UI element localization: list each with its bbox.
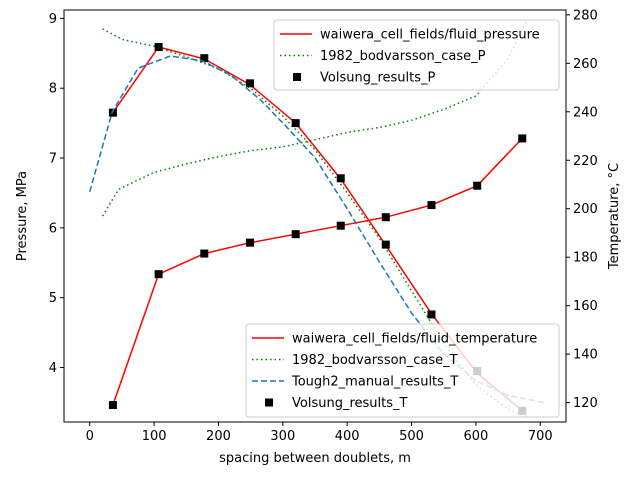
series-line-t_waiwera — [112, 137, 523, 406]
y-right-tick-label: 140 — [573, 348, 598, 363]
data-point-p_volsung-1 — [154, 43, 163, 52]
data-point-t_volsung-8 — [473, 181, 482, 190]
y-right-tick-label: 180 — [573, 251, 598, 266]
y-left-tick-label: 4 — [49, 361, 57, 376]
data-point-p_volsung-2 — [200, 54, 209, 63]
legend-lower-right: waiwera_cell_fields/fluid_temperature 198… — [245, 323, 560, 418]
data-point-p_volsung-7 — [427, 310, 436, 319]
data-point-p_volsung-0 — [108, 108, 117, 117]
data-point-t_volsung-2 — [200, 249, 209, 258]
y-right-tick-label: 220 — [573, 154, 598, 169]
x-axis-label: spacing between doublets, m — [219, 451, 411, 466]
y-right-tick-label: 240 — [573, 105, 598, 120]
y-axis-right-label: Temperature, °C — [607, 163, 622, 270]
y-axis-left-label: Pressure, MPa — [15, 171, 30, 261]
data-point-t_volsung-0 — [108, 401, 117, 410]
y-left-tick-label: 5 — [49, 291, 57, 306]
legend-upper-right: waiwera_cell_fields/fluid_pressure 1982_b… — [273, 19, 560, 91]
y-left-tick-label: 8 — [49, 82, 57, 97]
legend-handle-t_volsung — [265, 398, 273, 407]
y-left-tick-label: 7 — [49, 152, 57, 167]
x-tick-label: 700 — [528, 429, 553, 444]
axes-group: 0 100 200 300 400 500 600 700 4 5 6 7 8 9 120 140 160 180… — [49, 8, 598, 444]
x-tick-label: 300 — [270, 429, 295, 444]
data-point-t_volsung-3 — [245, 238, 254, 247]
legend-label-p_waiwera: waiwera_cell_fields/fluid_pressure — [320, 28, 540, 43]
legend-label-t_waiwera: waiwera_cell_fields/fluid_temperature — [292, 332, 537, 347]
x-tick-label: 400 — [335, 429, 360, 444]
legend-box — [273, 19, 560, 91]
data-point-p_volsung-5 — [336, 174, 345, 183]
legend-label-t_volsung: Volsung_results_T — [292, 396, 408, 411]
data-point-t_volsung-9 — [518, 134, 527, 143]
data-point-t_volsung-4 — [291, 230, 300, 239]
legend-label-t_tough2: Tough2_manual_results_T — [291, 375, 458, 390]
y-right-tick-label: 260 — [573, 57, 598, 72]
legends-group: waiwera_cell_fields/fluid_pressure 1982_b… — [245, 19, 560, 418]
plot-frame — [63, 9, 567, 423]
x-tick-label: 600 — [463, 429, 488, 444]
y-right-tick-label: 120 — [573, 396, 598, 411]
data-point-t_volsung-1 — [154, 270, 163, 279]
x-tick-label: 0 — [86, 429, 94, 444]
data-point-p_volsung-6 — [381, 240, 390, 249]
y-right-tick-label: 160 — [573, 299, 598, 314]
legend-label-p_bodvarsson: 1982_bodvarsson_case_P — [320, 49, 486, 64]
y-left-tick-label: 9 — [49, 12, 57, 27]
legend-label-p_volsung: Volsung_results_P — [320, 71, 436, 86]
legend-box — [245, 323, 560, 418]
data-point-p_volsung-3 — [245, 79, 254, 88]
data-point-t_volsung-7 — [427, 201, 436, 210]
x-tick-label: 200 — [206, 429, 231, 444]
legend-label-t_bodvarsson: 1982_bodvarsson_case_T — [292, 353, 458, 368]
data-point-p_volsung-4 — [291, 119, 300, 128]
y-right-tick-label: 200 — [573, 202, 598, 217]
data-point-t_volsung-5 — [336, 221, 345, 230]
y-left-tick-label: 6 — [49, 221, 57, 236]
series-line-t_bodvarsson — [101, 19, 529, 217]
x-tick-label: 500 — [399, 429, 424, 444]
legend-handle-p_volsung — [293, 73, 301, 81]
data-point-t_volsung-6 — [381, 213, 390, 222]
x-tick-label: 100 — [142, 429, 167, 444]
y-right-tick-label: 280 — [573, 8, 598, 23]
